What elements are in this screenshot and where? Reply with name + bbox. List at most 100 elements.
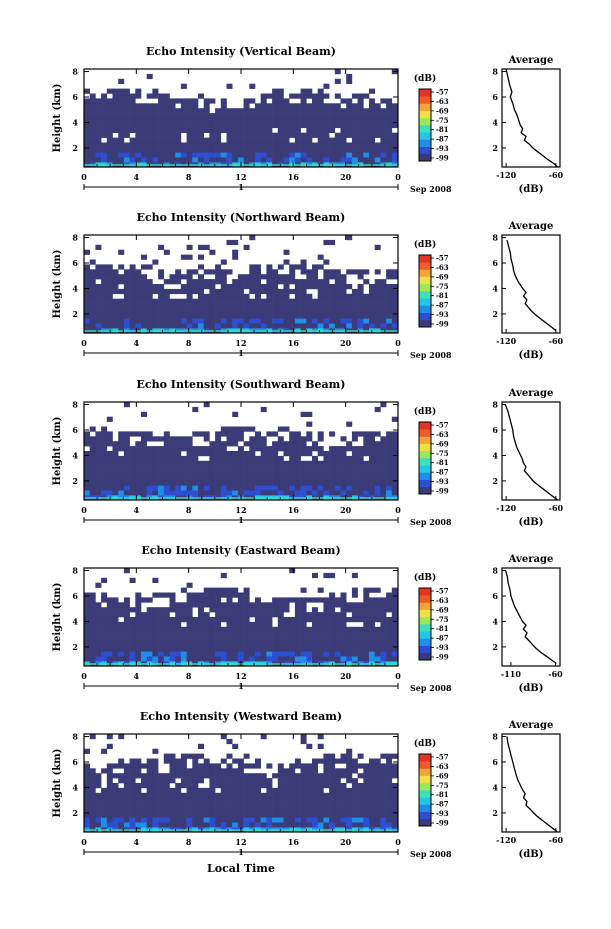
heatmap-cell: [192, 758, 199, 764]
heatmap-cell: [232, 455, 239, 462]
heatmap-cell: [158, 812, 165, 818]
heatmap-cell: [306, 436, 313, 442]
heatmap-cell: [329, 298, 336, 304]
heatmap-cell: [158, 460, 165, 466]
heatmap-cell: [237, 612, 244, 618]
heatmap-cell: [340, 822, 347, 828]
heatmap-cell: [135, 279, 142, 285]
heatmap-cell: [175, 436, 182, 442]
x-tick-label: 16: [288, 837, 300, 847]
average-y-tick-label: 6: [492, 258, 498, 268]
heatmap-cell: [249, 621, 256, 628]
heatmap-cell: [135, 293, 142, 299]
heatmap-cell: [391, 313, 398, 319]
heatmap-cell: [357, 455, 364, 462]
heatmap-cell: [215, 127, 222, 133]
heatmap-cell: [294, 807, 301, 813]
heatmap-cell: [209, 641, 216, 647]
heatmap-cell: [255, 264, 261, 270]
heatmap-cell: [129, 792, 136, 798]
heatmap-cell: [101, 641, 108, 647]
heatmap-cell: [317, 132, 324, 138]
heatmap-cell: [306, 651, 313, 657]
heatmap-cell: [237, 802, 244, 808]
heatmap-cell: [283, 288, 290, 295]
heatmap-cell: [163, 636, 170, 642]
heatmap-cell: [186, 118, 193, 124]
heatmap-cell: [255, 773, 261, 779]
heatmap-cell: [226, 108, 233, 114]
heatmap-cell: [84, 313, 90, 319]
heatmap-cell: [169, 137, 176, 143]
heatmap-cell: [351, 641, 358, 647]
heatmap-cell: [95, 137, 102, 143]
heatmap-cell: [186, 288, 193, 295]
heatmap-cell: [106, 480, 113, 486]
heatmap-cell: [152, 783, 159, 789]
heatmap-cell: [152, 298, 159, 304]
heatmap-cell: [283, 298, 290, 304]
heatmap-cell: [135, 274, 142, 280]
heatmap-cell: [152, 792, 159, 798]
heatmap-cell: [89, 485, 96, 491]
heatmap-cell: [323, 490, 330, 496]
heatmap-cell: [323, 132, 330, 138]
heatmap-cell: [220, 641, 227, 647]
heatmap-cell: [283, 313, 290, 319]
heatmap-cell: [84, 778, 90, 784]
heatmap-cell: [340, 787, 347, 794]
heatmap-cell: [317, 773, 324, 779]
heatmap-cell: [141, 617, 147, 623]
average-y-tick-label: 4: [492, 450, 498, 460]
heatmap-cell: [260, 617, 267, 623]
heatmap-cell: [260, 113, 267, 119]
heatmap-cell: [215, 636, 222, 642]
heatmap-cell: [89, 607, 96, 613]
heatmap-cell: [106, 802, 113, 808]
heatmap-cell: [215, 147, 222, 153]
heatmap-cell: [129, 103, 136, 109]
heatmap-cell: [215, 773, 222, 779]
heatmap-cell: [306, 93, 313, 99]
heatmap-cell: [351, 607, 358, 613]
heatmap-cell: [180, 147, 187, 153]
heatmap-cell: [101, 607, 108, 613]
heatmap-cell: [334, 631, 341, 637]
heatmap-cell: [329, 239, 336, 246]
average-x-tick-label: -60: [549, 835, 564, 845]
heatmap-cell: [289, 621, 296, 628]
heatmap-cell: [255, 108, 261, 114]
heatmap-cell: [95, 797, 102, 803]
heatmap-cell: [89, 298, 96, 304]
heatmap-cell: [249, 288, 256, 295]
heatmap-cell: [192, 157, 199, 163]
heatmap-cell: [215, 592, 222, 598]
heatmap-cell: [243, 646, 250, 652]
panel-4: Echo Intensity (Westward Beam)2468Height…: [52, 710, 564, 860]
heatmap-cell: [106, 274, 113, 280]
heatmap-cell: [340, 636, 347, 642]
heatmap-cell: [266, 626, 273, 632]
heatmap-cell: [141, 303, 147, 309]
heatmap-cell: [118, 318, 125, 324]
heatmap-cell: [89, 783, 96, 789]
heatmap-cell: [215, 293, 222, 299]
heatmap-cell: [175, 646, 182, 652]
heatmap-cell: [146, 480, 153, 486]
heatmap-cell: [101, 807, 108, 813]
heatmap-cell: [169, 656, 176, 662]
heatmap-cell: [106, 416, 113, 422]
heatmap-cell: [215, 617, 222, 623]
heatmap-cell: [232, 475, 239, 481]
heatmap-cell: [198, 778, 204, 784]
heatmap-cell: [260, 797, 267, 803]
heatmap-cell: [255, 617, 261, 623]
heatmap-cell: [306, 817, 313, 823]
heatmap-cell: [283, 465, 290, 471]
heatmap-cell: [266, 636, 273, 642]
heatmap-cell: [135, 93, 142, 99]
heatmap-cell: [380, 597, 387, 603]
heatmap-cell: [289, 817, 296, 823]
heatmap-cell: [123, 641, 130, 647]
